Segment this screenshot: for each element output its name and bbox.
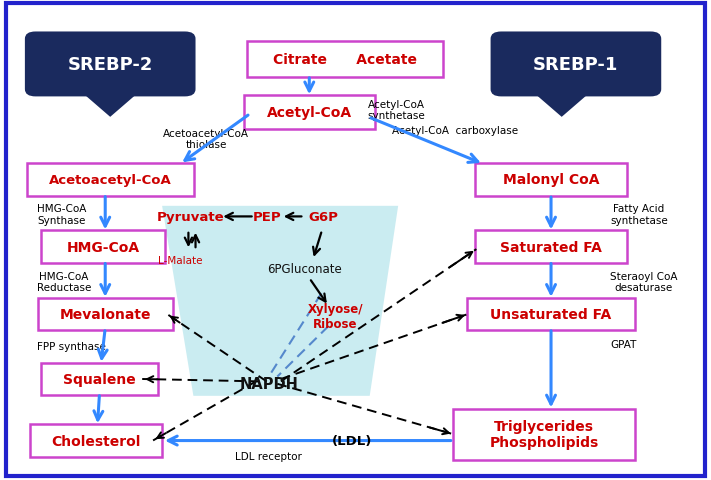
Text: Acetoacetyl-CoA: Acetoacetyl-CoA [49, 173, 171, 187]
FancyBboxPatch shape [6, 4, 705, 476]
Text: Cholesterol: Cholesterol [51, 433, 141, 448]
Text: Pyruvate: Pyruvate [156, 210, 225, 224]
Text: Acetoacetyl-CoA
thiolase: Acetoacetyl-CoA thiolase [164, 129, 249, 150]
FancyBboxPatch shape [41, 363, 159, 396]
Polygon shape [530, 90, 594, 118]
FancyBboxPatch shape [243, 96, 375, 130]
Text: Acetyl-CoA: Acetyl-CoA [267, 106, 352, 120]
Text: Malonyl CoA: Malonyl CoA [503, 173, 599, 187]
Text: HMG-CoA
Reductase: HMG-CoA Reductase [37, 271, 91, 292]
Text: HMG-CoA: HMG-CoA [67, 240, 139, 254]
Text: Unsaturated FA: Unsaturated FA [491, 307, 611, 322]
Text: Citrate      Acetate: Citrate Acetate [273, 53, 417, 67]
Text: SREBP-2: SREBP-2 [68, 56, 153, 74]
Text: Mevalonate: Mevalonate [60, 307, 151, 322]
Text: Triglycerides
Phospholipids: Triglycerides Phospholipids [489, 420, 599, 449]
Text: Fatty Acid
synthetase: Fatty Acid synthetase [610, 204, 668, 225]
Text: PEP: PEP [253, 210, 282, 224]
FancyBboxPatch shape [38, 298, 173, 331]
FancyBboxPatch shape [247, 42, 442, 78]
Text: Xylyose/
Ribose: Xylyose/ Ribose [308, 303, 363, 331]
Text: L-Malate: L-Malate [158, 255, 202, 265]
Text: HMG-CoA
Synthase: HMG-CoA Synthase [37, 204, 86, 225]
Text: LDL receptor: LDL receptor [235, 451, 302, 461]
FancyBboxPatch shape [491, 33, 661, 97]
Text: Acetyl-CoA  carboxylase: Acetyl-CoA carboxylase [392, 126, 518, 135]
Text: NAPDH: NAPDH [240, 376, 298, 392]
Text: FPP synthase: FPP synthase [37, 342, 106, 351]
Text: Acetyl-CoA
synthetase: Acetyl-CoA synthetase [368, 100, 426, 121]
Polygon shape [78, 90, 142, 118]
FancyBboxPatch shape [27, 163, 193, 197]
FancyBboxPatch shape [41, 231, 165, 264]
Polygon shape [162, 206, 398, 396]
FancyBboxPatch shape [475, 231, 627, 264]
Text: GPAT: GPAT [610, 339, 636, 349]
Text: Steraoyl CoA
desaturase: Steraoyl CoA desaturase [610, 271, 678, 292]
FancyBboxPatch shape [475, 163, 627, 197]
Text: Saturated FA: Saturated FA [500, 240, 602, 254]
Text: 6PGluconate: 6PGluconate [267, 262, 342, 276]
Text: SREBP-1: SREBP-1 [533, 56, 619, 74]
Text: (LDL): (LDL) [332, 434, 372, 447]
FancyBboxPatch shape [31, 424, 162, 457]
FancyBboxPatch shape [25, 33, 196, 97]
FancyBboxPatch shape [468, 298, 634, 331]
Text: G6P: G6P [309, 210, 338, 224]
FancyBboxPatch shape [454, 409, 634, 460]
Text: Squalene: Squalene [63, 372, 136, 386]
